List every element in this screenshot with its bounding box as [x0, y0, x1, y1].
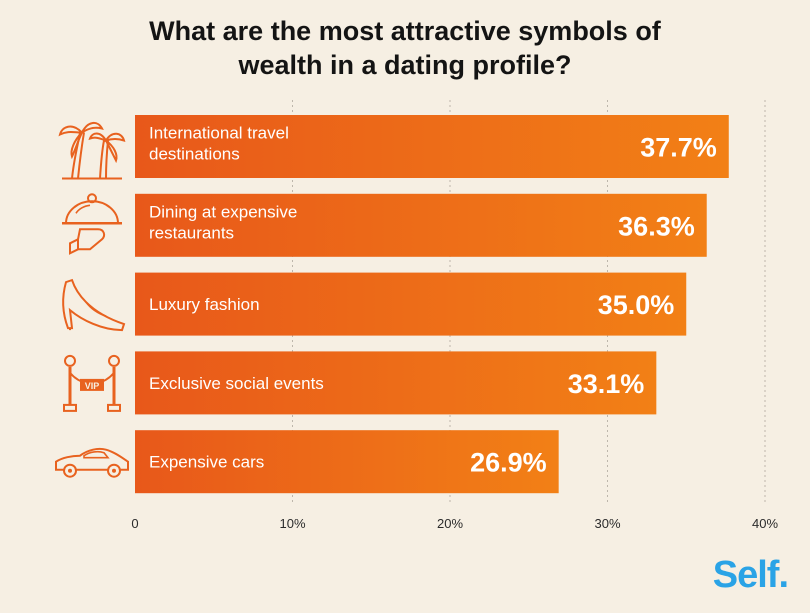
vip-rope-icon: VIP [63, 354, 121, 412]
chart-title: What are the most attractive symbols of … [0, 14, 810, 82]
bar [135, 351, 657, 415]
x-axis-ticks: 0 10% 20% 30% 40% [131, 516, 778, 531]
x-tick-label: 0 [131, 516, 138, 531]
bar [135, 272, 687, 336]
x-tick-label: 10% [279, 516, 305, 531]
category-label: destinations [149, 145, 240, 164]
x-tick-label: 30% [594, 516, 620, 531]
bar [135, 430, 559, 494]
category-label: restaurants [149, 223, 234, 242]
cloche-icon [62, 193, 122, 255]
chart-title-line-1: What are the most attractive symbols of [149, 16, 661, 46]
value-label: 35.0% [598, 290, 675, 320]
sports-car-icon [55, 447, 129, 478]
bar [135, 193, 707, 257]
value-label: 36.3% [618, 211, 695, 241]
value-label: 33.1% [568, 369, 645, 399]
category-label: Dining at expensive [149, 202, 297, 221]
category-icons: VIP [55, 122, 129, 478]
svg-text:VIP: VIP [85, 381, 100, 391]
category-label: International travel [149, 124, 289, 143]
category-label: Luxury fashion [149, 295, 260, 314]
x-tick-label: 40% [752, 516, 778, 531]
high-heel-icon [62, 278, 126, 332]
category-label: Expensive cars [149, 453, 264, 472]
bar [135, 115, 729, 178]
self-logo: Self. [712, 554, 789, 596]
x-tick-label: 20% [437, 516, 463, 531]
value-label: 26.9% [470, 448, 547, 478]
palm-trees-icon [58, 122, 126, 180]
value-label: 37.7% [640, 133, 717, 163]
bars: International travel destinations 37.7% Din… [135, 115, 729, 494]
chart-title-line-2: wealth in a dating profile? [238, 50, 572, 80]
category-label: Exclusive social events [149, 374, 324, 393]
